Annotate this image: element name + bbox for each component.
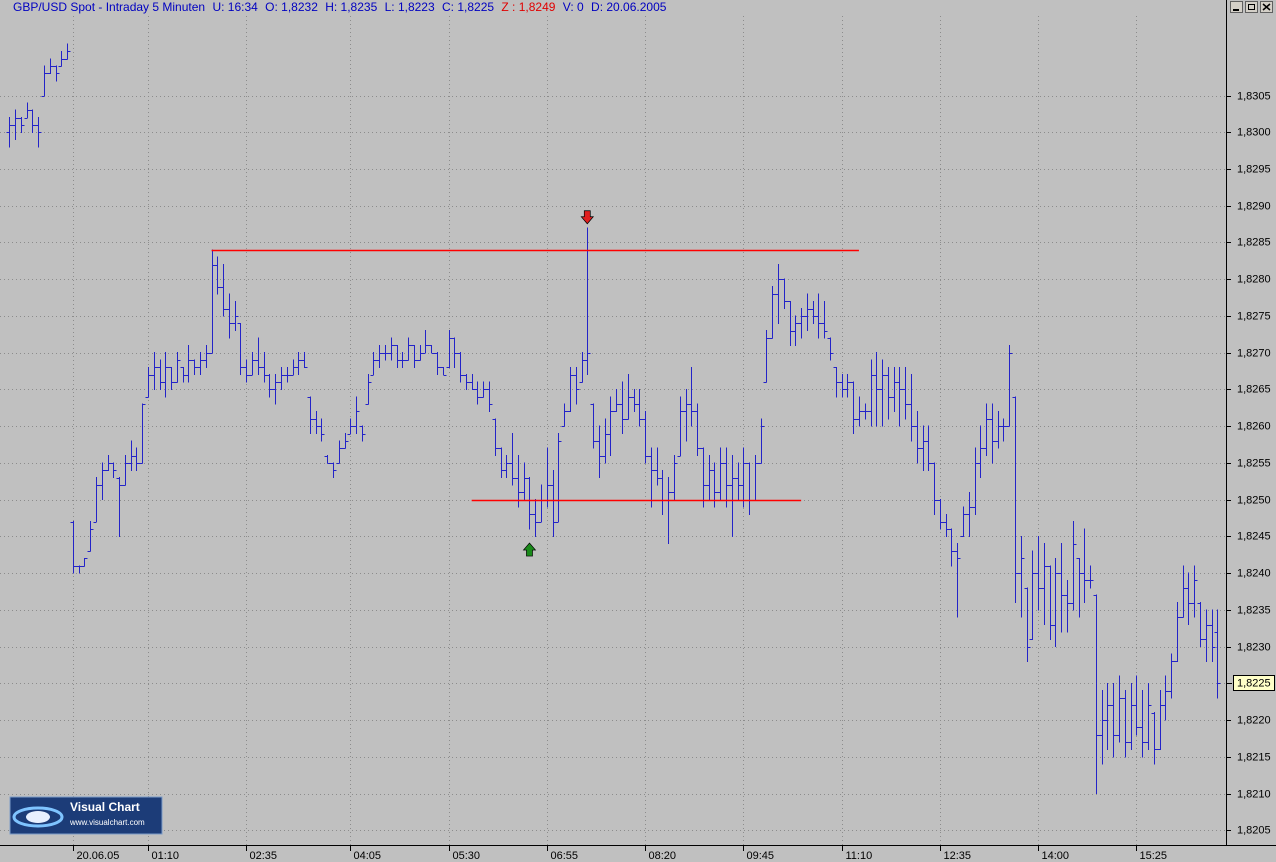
maximize-icon: [1248, 4, 1255, 10]
y-tick-label: 1,8255: [1237, 457, 1271, 469]
signal-arrow-down: [580, 210, 595, 225]
y-tick-label: 1,8275: [1237, 310, 1271, 322]
x-tick-label: 12:35: [944, 850, 972, 862]
header-alert-field: Z : 1,8249: [501, 0, 556, 14]
logo: Visual Chart www.visualchart.com: [9, 796, 163, 835]
y-tick-label: 1,8300: [1237, 126, 1271, 138]
close-icon: [1262, 3, 1271, 11]
logo-swoosh: [12, 806, 64, 828]
y-tick-label: 1,8250: [1237, 494, 1271, 506]
x-tick-label: 11:10: [846, 850, 873, 862]
last-price-box: [1233, 675, 1275, 691]
header-field: O: 1,8232: [265, 0, 318, 14]
maximize-button[interactable]: [1245, 1, 1258, 13]
y-tick-label: 1,8240: [1237, 567, 1271, 579]
header-field: C: 1,8225: [442, 0, 495, 14]
header-field: U: 16:34: [212, 0, 258, 14]
y-tick-label: 1,8235: [1237, 604, 1271, 616]
y-tick-label: 1,8265: [1237, 383, 1271, 395]
y-tick-label: 1,8290: [1237, 200, 1271, 212]
logo-name: Visual Chart: [70, 800, 140, 814]
y-tick-label: 1,8205: [1237, 824, 1271, 836]
y-tick-label: 1,8270: [1237, 347, 1271, 359]
y-tick-label: 1,8280: [1237, 273, 1271, 285]
x-tick-label: 15:25: [1140, 850, 1168, 862]
y-tick-label: 1,8295: [1237, 163, 1271, 175]
x-tick-label: 06:55: [551, 850, 579, 862]
header-field: V: 0: [562, 0, 584, 14]
minimize-button[interactable]: [1230, 1, 1243, 13]
y-tick-label: 1,8230: [1237, 641, 1271, 653]
y-tick-label: 1,8220: [1237, 714, 1271, 726]
x-tick-label: 01:10: [152, 850, 180, 862]
x-tick-label: 05:30: [453, 850, 481, 862]
last-price-label: 1,8225: [1237, 677, 1271, 689]
x-tick-label: 20.06.05: [77, 850, 120, 862]
x-tick-label: 09:45: [747, 850, 775, 862]
y-tick-label: 1,8285: [1237, 236, 1271, 248]
x-tick-label: 08:20: [649, 850, 677, 862]
y-tick-label: 1,8245: [1237, 530, 1271, 542]
y-tick-label: 1,8215: [1237, 751, 1271, 763]
x-tick-label: 02:35: [250, 850, 278, 862]
y-tick-label: 1,8210: [1237, 788, 1271, 800]
header-field: D: 20.06.2005: [591, 0, 667, 14]
header-field: H: 1,8235: [325, 0, 378, 14]
logo-url: www.visualchart.com: [69, 818, 145, 827]
window-buttons: [1230, 1, 1273, 13]
header-title: GBP/USD Spot - Intraday 5 Minuten: [13, 0, 206, 14]
x-tick-label: 14:00: [1042, 850, 1070, 862]
y-tick-label: 1,8305: [1237, 90, 1271, 102]
signal-arrow-up: [522, 542, 537, 557]
header-field: L: 1,8223: [384, 0, 435, 14]
header: GBP/USD Spot - Intraday 5 Minuten U: 16:…: [13, 0, 670, 15]
logo-swoosh: [26, 811, 50, 823]
y-tick-label: 1,8260: [1237, 420, 1271, 432]
x-tick-label: 04:05: [354, 850, 382, 862]
